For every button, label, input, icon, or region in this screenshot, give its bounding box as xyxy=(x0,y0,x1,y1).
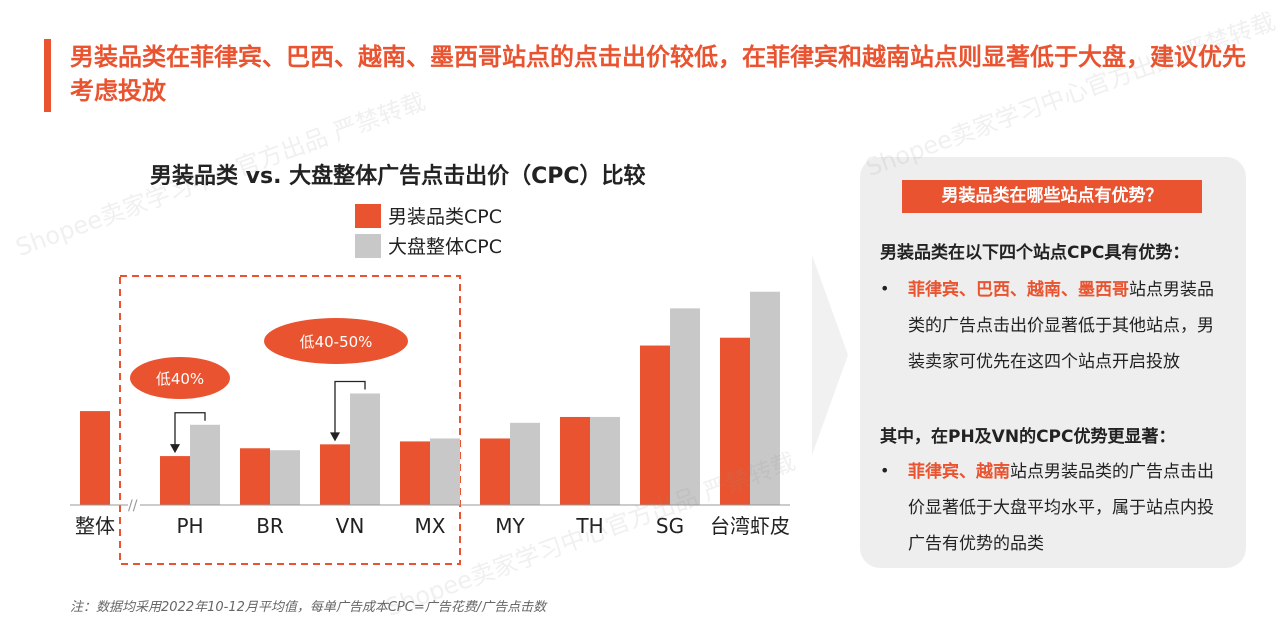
bar-menswear xyxy=(400,441,430,505)
bullet-icon: • xyxy=(880,279,890,298)
bar-overall xyxy=(270,450,300,505)
annotation-vn-arrow-line xyxy=(334,380,366,435)
bar-overall xyxy=(670,308,700,505)
footnote: 注：数据均采用2022年10-12月平均值，每单广告成本CPC=广告花费/广告点… xyxy=(70,600,547,615)
bar-menswear xyxy=(160,456,190,505)
annotation-ph-ellipse xyxy=(130,357,230,399)
bar-overall xyxy=(590,416,620,505)
panel-bullet-2: • 菲律宾、越南站点男装品类的广告点击出价显著低于大盘平均水平，属于站点内投广告… xyxy=(880,454,1232,562)
axis-break-mark: // xyxy=(128,498,138,514)
legend-swatch xyxy=(355,204,381,228)
chevron-right-icon xyxy=(812,255,848,455)
bar-menswear xyxy=(560,416,590,505)
title-accent-bar xyxy=(44,39,51,112)
highlight-dashed-box xyxy=(119,275,461,565)
legend-label: 大盘整体CPC xyxy=(388,236,502,258)
annotation-ph-arrow-line xyxy=(174,412,206,447)
bar-menswear xyxy=(240,448,270,505)
x-tick-label: SG xyxy=(656,514,684,538)
legend-label: 男装品类CPC xyxy=(388,206,502,228)
panel-header: 男装品类在哪些站点有优势？ xyxy=(902,180,1202,213)
bar-menswear xyxy=(480,438,510,505)
bar-menswear xyxy=(80,411,110,505)
chart-baseline: // xyxy=(70,498,790,514)
legend-swatch xyxy=(355,234,381,258)
bar-overall xyxy=(430,438,460,505)
chart-legend: 男装品类CPC 大盘整体CPC xyxy=(355,204,502,258)
x-tick-label: 台湾虾皮 xyxy=(710,514,790,538)
chart-bars xyxy=(80,291,780,505)
bar-overall xyxy=(190,424,220,505)
x-tick-label: PH xyxy=(176,514,203,538)
bar-overall xyxy=(350,393,380,505)
bullet-1-highlight: 菲律宾、巴西、越南、墨西哥 xyxy=(908,280,1129,300)
annotation-vn-arrow-head xyxy=(330,432,340,442)
bar-menswear xyxy=(720,337,750,505)
panel-heading-1: 男装品类在以下四个站点CPC具有优势： xyxy=(880,243,1190,263)
bar-overall xyxy=(750,291,780,505)
x-tick-label: VN xyxy=(336,514,365,538)
bullet-1-body: 站点男装品类的广告点击出价显著低于其他站点，男装卖家可优先在这四个站点开启投放 xyxy=(908,280,1214,372)
bar-overall xyxy=(510,422,540,505)
panel-heading-2: 其中，在PH及VN的CPC优势更显著： xyxy=(880,427,1176,447)
chart-title: 男装品类 vs. 大盘整体广告点击出价（CPC）比较 xyxy=(150,164,646,189)
x-tick-label: MX xyxy=(415,514,446,538)
insight-panel: 男装品类在哪些站点有优势？ 男装品类在以下四个站点CPC具有优势： • 菲律宾、… xyxy=(860,157,1246,568)
annotation-vn-label: 低40-50% xyxy=(300,333,373,351)
x-tick-labels: 整体 PH BR VN MX MY TH SG 台湾虾皮 xyxy=(75,514,790,538)
bullet-1-text: 菲律宾、巴西、越南、墨西哥站点男装品类的广告点击出价显著低于其他站点，男装卖家可… xyxy=(908,272,1228,380)
annotation-ph-label: 低40% xyxy=(156,370,204,388)
annotation-ph-arrow-head xyxy=(170,444,180,454)
bullet-2-highlight: 菲律宾、越南 xyxy=(908,462,1010,482)
bar-menswear xyxy=(320,444,350,505)
x-tick-label: 整体 xyxy=(75,514,115,538)
annotation-vn-ellipse xyxy=(264,318,408,364)
x-tick-label: BR xyxy=(256,514,284,538)
panel-bullet-1: • 菲律宾、巴西、越南、墨西哥站点男装品类的广告点击出价显著低于其他站点，男装卖… xyxy=(880,272,1232,380)
bullet-2-body: 站点男装品类的广告点击出价显著低于大盘平均水平，属于站点内投广告有优势的品类 xyxy=(908,462,1214,554)
chart-annotations: 低40% 低40-50% xyxy=(130,318,408,454)
cpc-bar-chart: 男装品类CPC 大盘整体CPC // 整体 PH BR VN MX MY TH SG 台湾虾皮 低… xyxy=(70,204,790,565)
bar-menswear xyxy=(640,345,670,505)
bullet-icon: • xyxy=(880,461,890,480)
x-tick-label: MY xyxy=(495,514,525,538)
slide-title: 男装品类在菲律宾、巴西、越南、墨西哥站点的点击出价较低，在菲律宾和越南站点则显著… xyxy=(70,43,1246,105)
bullet-2-text: 菲律宾、越南站点男装品类的广告点击出价显著低于大盘平均水平，属于站点内投广告有优… xyxy=(908,454,1228,562)
x-tick-label: TH xyxy=(575,514,603,538)
